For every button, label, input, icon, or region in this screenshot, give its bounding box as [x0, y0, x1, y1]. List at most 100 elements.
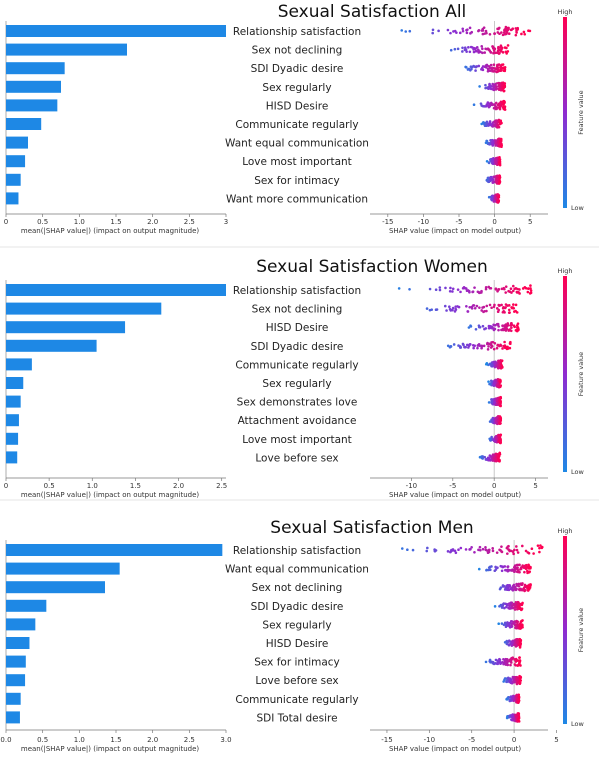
shap-dot — [485, 568, 489, 572]
shap-dot — [496, 343, 500, 347]
shap-dot — [523, 570, 526, 574]
shap-dot — [522, 565, 526, 569]
shap-dot — [431, 28, 435, 32]
shap-dot — [467, 46, 470, 49]
feature-label: Love most important — [242, 434, 352, 446]
bar — [6, 544, 223, 556]
bar-x-tick-label: 1.5 — [110, 736, 121, 744]
shap-dot — [497, 399, 501, 402]
shap-dot — [508, 677, 511, 681]
shap-dot — [461, 50, 464, 53]
shap-dot — [500, 545, 503, 548]
shap-dot — [524, 588, 527, 592]
shap-dot — [506, 621, 509, 625]
shap-dot — [507, 602, 511, 605]
shap-dot — [489, 63, 493, 67]
shap-dot — [496, 63, 499, 67]
shap-dot — [509, 642, 512, 646]
shap-dot — [511, 680, 515, 684]
shap-dot — [517, 695, 521, 699]
shap-dot — [514, 33, 518, 37]
shap-dot — [499, 64, 503, 67]
bar — [6, 62, 65, 75]
shap-dot — [492, 84, 496, 87]
shap-dot — [498, 156, 501, 159]
shap-dot — [498, 548, 501, 552]
shap-dot — [539, 544, 542, 547]
shap-dot — [506, 585, 509, 588]
colorbar-high-label: High — [558, 8, 573, 16]
shap-dot — [508, 311, 511, 314]
shap-dot — [489, 568, 492, 572]
shap-dot — [496, 366, 500, 370]
shap-dot — [457, 344, 460, 347]
shap-dot — [477, 50, 480, 53]
shap-dot — [496, 125, 500, 129]
bar — [6, 321, 126, 334]
shap-dot — [494, 403, 498, 407]
shap-dot — [487, 456, 490, 460]
shap-dot — [515, 328, 519, 332]
shap-dot — [513, 325, 516, 329]
feature-label: Want equal communication — [225, 138, 369, 150]
shap-dot — [515, 715, 518, 719]
shap-x-axis-label: SHAP value (impact on model output) — [389, 491, 521, 499]
shap-dot — [482, 344, 486, 348]
shap-dot — [486, 178, 489, 182]
bar-x-tick-label: 0.5 — [44, 482, 55, 490]
shap-dot — [504, 661, 508, 664]
shap-dot — [474, 65, 478, 69]
shap-dot — [497, 287, 501, 291]
colorbar-low-label: Low — [571, 468, 584, 476]
bar — [6, 618, 36, 631]
shap-dot — [521, 544, 524, 548]
shap-dot — [494, 119, 497, 123]
shap-dot — [464, 48, 468, 51]
feature-label: SDI Dyadic desire — [251, 63, 344, 75]
shap-dot — [445, 309, 448, 312]
bar — [6, 562, 120, 575]
shap-dot — [487, 345, 490, 348]
bar-x-axis-label: mean(|SHAP value|) (impact on output mag… — [21, 745, 199, 753]
shap-dot — [518, 606, 522, 609]
shap-dot — [487, 401, 491, 404]
shap-dot — [503, 340, 506, 344]
bar-x-tick-label: 2.5 — [184, 218, 195, 226]
shap-dot — [494, 440, 497, 444]
bar-x-tick-label: 1.0 — [87, 482, 98, 490]
bar — [6, 302, 162, 315]
shap-dot — [477, 343, 481, 346]
shap-dot — [474, 50, 478, 53]
shap-dot — [516, 698, 519, 702]
bar — [6, 155, 26, 168]
shap-dot — [491, 121, 495, 124]
shap-dot — [512, 621, 516, 624]
feature-label: SDI Dyadic desire — [251, 341, 344, 353]
shap-dot — [516, 700, 520, 704]
shap-dot — [481, 455, 484, 458]
feature-label: Love before sex — [255, 452, 338, 464]
shap-dot — [512, 583, 516, 587]
shap-dot — [477, 29, 481, 32]
shap-dot — [506, 44, 510, 47]
shap-dot — [489, 138, 492, 142]
shap-dot — [438, 286, 442, 289]
shap-dot — [494, 139, 498, 142]
shap-dot — [502, 99, 505, 103]
shap-dot — [496, 453, 499, 456]
bar-x-tick-label: 1.5 — [130, 482, 141, 490]
shap-dot — [511, 568, 514, 572]
shap-dot — [490, 103, 494, 107]
shap-dot — [505, 605, 508, 609]
shap-dot — [487, 195, 491, 199]
shap-dot — [465, 304, 468, 308]
shap-dot — [496, 123, 500, 127]
shap-dot — [512, 717, 516, 721]
shap-dot — [485, 342, 489, 346]
shap-dot — [483, 327, 486, 331]
shap-dot — [523, 32, 527, 36]
shap-dot — [498, 452, 502, 456]
shap-dot — [513, 663, 517, 666]
feature-label: Sex for intimacy — [254, 657, 340, 669]
shap-dot — [496, 66, 500, 69]
